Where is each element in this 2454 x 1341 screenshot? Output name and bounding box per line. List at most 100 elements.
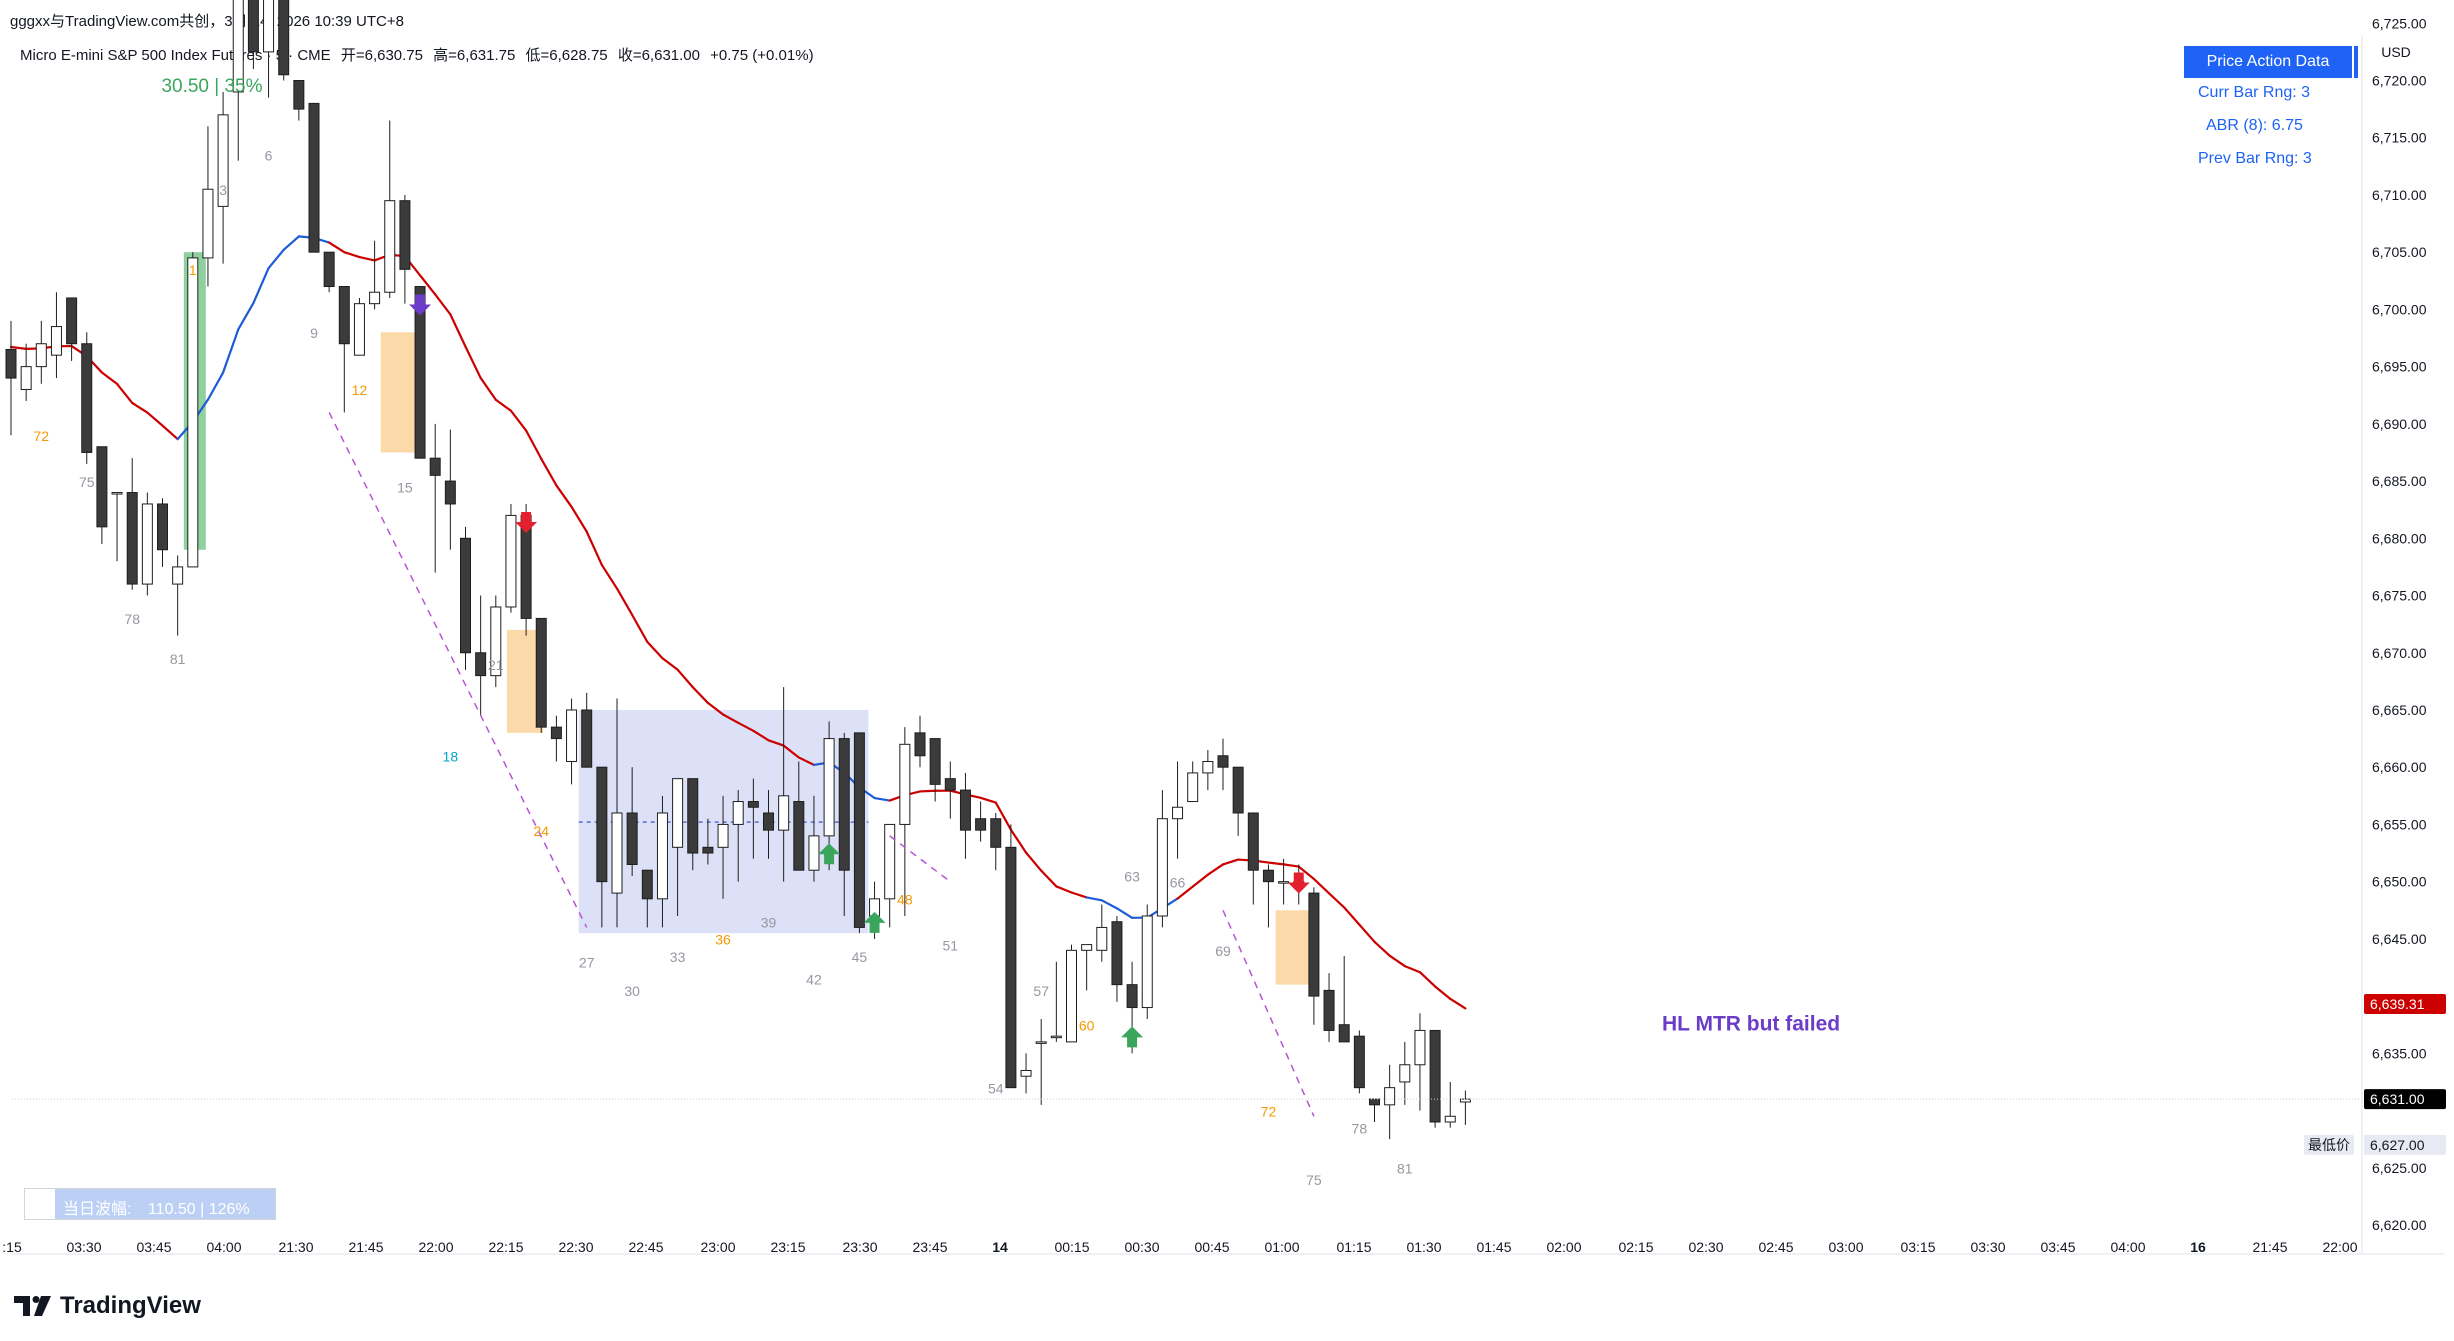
candle xyxy=(914,732,926,757)
prior-range-label: 30.50 | 35% xyxy=(161,76,262,97)
bar-count-labels: 7275788113691215182124273033363942454851… xyxy=(34,148,1413,1188)
ema-segment xyxy=(1449,997,1467,1010)
time-tick-label: 02:30 xyxy=(1688,1239,1723,1255)
candle xyxy=(369,291,381,305)
candle xyxy=(460,537,471,654)
candle xyxy=(247,0,259,53)
ema-segment xyxy=(1070,891,1088,899)
bar-count-label: 42 xyxy=(806,972,822,988)
ema-segment xyxy=(721,713,740,724)
ema-segment xyxy=(1055,885,1073,894)
ema-segment xyxy=(1327,892,1346,909)
ema-segment xyxy=(1403,964,1422,974)
price-tick-label: 6,635.00 xyxy=(2372,1045,2427,1061)
low-label: 最低价 xyxy=(2308,1137,2350,1153)
price-tick-label: 6,645.00 xyxy=(2372,931,2427,947)
ema-segment xyxy=(494,398,513,412)
bar-count-label: 57 xyxy=(1033,983,1049,999)
price-tick-label: 6,625.00 xyxy=(2372,1160,2427,1176)
ema-segment xyxy=(131,401,149,414)
bar-count-label: 30 xyxy=(624,983,640,999)
last-price-tag: 6,631.00 xyxy=(2370,1091,2425,1107)
bar-count-label: 54 xyxy=(988,1080,1004,1096)
candle xyxy=(1141,915,1153,1009)
candle xyxy=(202,188,214,259)
bar-count-label: 66 xyxy=(1170,874,1186,890)
arrow-up-icon xyxy=(863,911,886,933)
ema-segment xyxy=(570,505,588,533)
candle xyxy=(778,795,790,831)
ema-segment xyxy=(631,613,649,643)
bar-count-label: 6 xyxy=(265,148,273,164)
ema-segment xyxy=(479,376,497,401)
ema-segment xyxy=(767,739,785,747)
ema-segment xyxy=(691,686,710,705)
ema-segment xyxy=(449,313,467,348)
price-tick-label: 6,685.00 xyxy=(2372,473,2427,489)
day-range-fill xyxy=(55,1189,275,1219)
bar-count-label: 75 xyxy=(1306,1172,1322,1188)
currency-label[interactable]: USD xyxy=(2381,44,2411,60)
candle xyxy=(1369,1098,1380,1106)
bar-count-label: 60 xyxy=(1079,1017,1095,1033)
candle xyxy=(232,0,244,93)
share-text: gggxx与TradingView.com共创，3月 14, 2026 10:3… xyxy=(10,13,404,30)
candle xyxy=(1202,760,1214,774)
time-tick-label: 22:00 xyxy=(2322,1239,2357,1255)
time-tick-label: 04:00 xyxy=(206,1239,241,1255)
ema-segment xyxy=(782,744,800,759)
bar-count-label: 33 xyxy=(670,949,686,965)
prev-bar-range: Prev Bar Rng: 3 xyxy=(2198,150,2312,167)
candle xyxy=(990,818,1002,848)
candle xyxy=(323,251,335,288)
time-tick-label: 14 xyxy=(992,1239,1008,1255)
ema-segment xyxy=(1343,906,1361,926)
arrow-down-icon xyxy=(409,294,432,316)
ema-price-tag-bg xyxy=(2364,993,2446,1014)
candle xyxy=(1278,881,1290,884)
candle xyxy=(490,606,502,677)
ema-segment xyxy=(1024,851,1043,872)
ema-segment xyxy=(1267,861,1285,866)
bar-count-label: 18 xyxy=(443,748,459,764)
time-tick-label: 00:45 xyxy=(1194,1239,1229,1255)
arrow-down-icon xyxy=(515,511,538,533)
price-tick-label: 6,670.00 xyxy=(2372,645,2427,661)
ema-segment xyxy=(1433,985,1452,1000)
time-tick-label: 01:15 xyxy=(1336,1239,1371,1255)
low-price-tag: 6,627.00 xyxy=(2370,1137,2425,1153)
day-range-box: 当日波幅: 110.50 | 126% xyxy=(24,1188,276,1220)
candle xyxy=(626,812,638,865)
candle xyxy=(429,457,441,476)
bar-count-label: 9 xyxy=(310,325,318,341)
ema-segment xyxy=(540,457,558,487)
ema-segment xyxy=(343,251,361,259)
ohlc-high: 高=6,631.75 xyxy=(433,47,516,64)
bar-count-label: 48 xyxy=(897,892,913,908)
bar-count-label: 15 xyxy=(397,480,413,496)
candle xyxy=(111,492,123,495)
tradingview-logo-icon xyxy=(14,1296,51,1316)
candle xyxy=(1262,869,1274,883)
time-tick-label: 22:45 xyxy=(628,1239,663,1255)
price-tick-label: 6,675.00 xyxy=(2372,588,2427,604)
ema-segment xyxy=(524,429,543,460)
ohlc-open: 开=6,630.75 xyxy=(340,47,423,64)
time-tick-label: 21:30 xyxy=(278,1239,313,1255)
price-tick-label: 6,720.00 xyxy=(2372,73,2427,89)
time-tick-label: 02:15 xyxy=(1618,1239,1653,1255)
time-tick-label: 22:30 xyxy=(558,1239,593,1255)
ema-segment xyxy=(9,345,28,350)
time-tick-label: 03:30 xyxy=(66,1239,101,1255)
ohlc-close: 收=6,631.00 xyxy=(617,47,700,64)
candle xyxy=(81,343,93,453)
arrow-down-icon xyxy=(1287,872,1310,894)
candle xyxy=(596,766,608,883)
time-tick-label: 21:45 xyxy=(2252,1239,2287,1255)
candle xyxy=(823,738,835,837)
candle xyxy=(853,732,865,928)
ema-segment xyxy=(585,530,603,567)
ema-segment xyxy=(661,657,679,671)
bar-count-label: 27 xyxy=(579,954,595,970)
